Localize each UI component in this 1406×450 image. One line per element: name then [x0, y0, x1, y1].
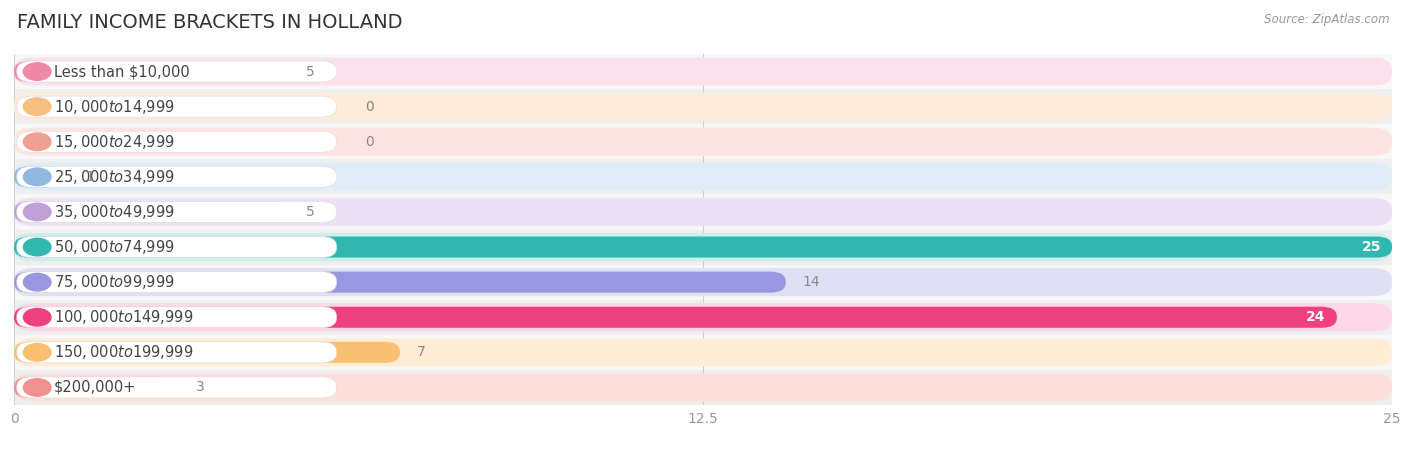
- FancyBboxPatch shape: [14, 268, 1392, 296]
- Bar: [14, 159, 1392, 194]
- Text: 3: 3: [195, 380, 205, 395]
- FancyBboxPatch shape: [17, 307, 336, 328]
- Circle shape: [24, 168, 51, 185]
- Text: 24: 24: [1306, 310, 1326, 324]
- FancyBboxPatch shape: [17, 202, 336, 222]
- Text: $75,000 to $99,999: $75,000 to $99,999: [53, 273, 174, 291]
- Text: $200,000+: $200,000+: [53, 380, 136, 395]
- FancyBboxPatch shape: [17, 166, 336, 187]
- Bar: [14, 124, 1392, 159]
- FancyBboxPatch shape: [14, 163, 1392, 191]
- FancyBboxPatch shape: [14, 58, 1392, 86]
- Text: $25,000 to $34,999: $25,000 to $34,999: [53, 168, 174, 186]
- Bar: [14, 230, 1392, 265]
- Text: 5: 5: [307, 64, 315, 79]
- FancyBboxPatch shape: [14, 338, 1392, 366]
- Bar: [14, 89, 1392, 124]
- Bar: [14, 335, 1392, 370]
- Circle shape: [24, 63, 51, 80]
- Text: Less than $10,000: Less than $10,000: [53, 64, 190, 79]
- FancyBboxPatch shape: [14, 237, 1392, 257]
- FancyBboxPatch shape: [14, 303, 1392, 331]
- Bar: [14, 194, 1392, 230]
- Text: 5: 5: [307, 205, 315, 219]
- Circle shape: [24, 273, 51, 291]
- FancyBboxPatch shape: [14, 374, 1392, 401]
- Circle shape: [24, 309, 51, 326]
- FancyBboxPatch shape: [17, 61, 336, 82]
- FancyBboxPatch shape: [17, 96, 336, 117]
- Bar: [14, 54, 1392, 89]
- FancyBboxPatch shape: [17, 272, 336, 292]
- Circle shape: [24, 133, 51, 150]
- Circle shape: [24, 238, 51, 256]
- Text: $50,000 to $74,999: $50,000 to $74,999: [53, 238, 174, 256]
- Bar: [14, 370, 1392, 405]
- Text: Source: ZipAtlas.com: Source: ZipAtlas.com: [1264, 14, 1389, 27]
- FancyBboxPatch shape: [14, 233, 1392, 261]
- FancyBboxPatch shape: [14, 307, 1337, 328]
- Text: 0: 0: [366, 99, 374, 114]
- Text: 0: 0: [366, 135, 374, 149]
- FancyBboxPatch shape: [14, 166, 69, 187]
- Text: $10,000 to $14,999: $10,000 to $14,999: [53, 98, 174, 116]
- Text: $35,000 to $49,999: $35,000 to $49,999: [53, 203, 174, 221]
- Circle shape: [24, 203, 51, 220]
- FancyBboxPatch shape: [17, 342, 336, 363]
- Text: 25: 25: [1361, 240, 1381, 254]
- FancyBboxPatch shape: [17, 377, 336, 398]
- Text: 1: 1: [86, 170, 94, 184]
- FancyBboxPatch shape: [17, 237, 336, 257]
- Text: 14: 14: [803, 275, 820, 289]
- FancyBboxPatch shape: [17, 131, 336, 152]
- FancyBboxPatch shape: [14, 202, 290, 222]
- FancyBboxPatch shape: [14, 377, 180, 398]
- Bar: [14, 300, 1392, 335]
- FancyBboxPatch shape: [14, 198, 1392, 226]
- Circle shape: [24, 98, 51, 115]
- FancyBboxPatch shape: [14, 93, 1392, 121]
- Text: 7: 7: [416, 345, 425, 360]
- Text: $150,000 to $199,999: $150,000 to $199,999: [53, 343, 193, 361]
- FancyBboxPatch shape: [14, 61, 290, 82]
- FancyBboxPatch shape: [14, 128, 1392, 156]
- Text: $15,000 to $24,999: $15,000 to $24,999: [53, 133, 174, 151]
- Bar: [14, 265, 1392, 300]
- FancyBboxPatch shape: [14, 272, 786, 292]
- Circle shape: [24, 379, 51, 396]
- Circle shape: [24, 344, 51, 361]
- Text: $100,000 to $149,999: $100,000 to $149,999: [53, 308, 193, 326]
- FancyBboxPatch shape: [14, 342, 399, 363]
- Text: FAMILY INCOME BRACKETS IN HOLLAND: FAMILY INCOME BRACKETS IN HOLLAND: [17, 14, 402, 32]
